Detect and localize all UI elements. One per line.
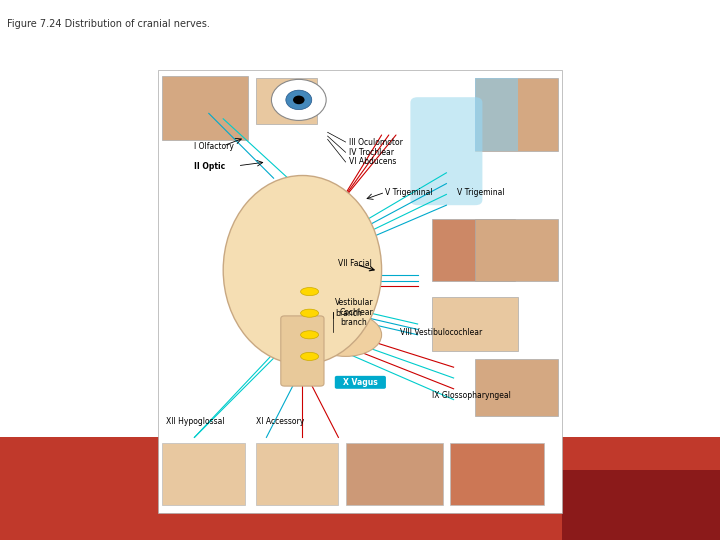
FancyBboxPatch shape <box>281 316 324 386</box>
Text: I Olfactory: I Olfactory <box>194 143 234 151</box>
Text: VIII Vestibulocochlear: VIII Vestibulocochlear <box>400 328 482 336</box>
FancyBboxPatch shape <box>475 78 558 151</box>
Ellipse shape <box>301 309 319 318</box>
Ellipse shape <box>223 176 382 364</box>
FancyBboxPatch shape <box>432 219 515 281</box>
Text: X Vagus: X Vagus <box>343 378 377 387</box>
FancyBboxPatch shape <box>162 443 245 505</box>
Text: IX Glossopharyngeal: IX Glossopharyngeal <box>432 391 511 400</box>
Bar <box>562 470 720 540</box>
Ellipse shape <box>301 352 319 361</box>
FancyBboxPatch shape <box>450 443 544 505</box>
Bar <box>158 70 562 513</box>
Text: Figure 7.24 Distribution of cranial nerves.: Figure 7.24 Distribution of cranial nerv… <box>7 19 210 29</box>
Circle shape <box>286 90 312 110</box>
Circle shape <box>271 79 326 120</box>
Text: XI Accessory: XI Accessory <box>256 417 304 426</box>
FancyBboxPatch shape <box>475 219 558 281</box>
FancyBboxPatch shape <box>162 76 248 140</box>
Text: III Oculomotor: III Oculomotor <box>349 138 403 146</box>
FancyBboxPatch shape <box>432 297 518 351</box>
Ellipse shape <box>301 330 319 339</box>
Text: VII Facial: VII Facial <box>338 259 372 268</box>
Text: Cochlear
branch: Cochlear branch <box>340 308 374 327</box>
FancyBboxPatch shape <box>475 78 518 151</box>
FancyBboxPatch shape <box>256 443 338 505</box>
Text: II Optic: II Optic <box>194 162 225 171</box>
Text: V Trigeminal: V Trigeminal <box>457 188 505 197</box>
Ellipse shape <box>301 287 319 296</box>
Text: Vestibular
branch: Vestibular branch <box>335 298 374 318</box>
Circle shape <box>293 96 305 104</box>
FancyBboxPatch shape <box>346 443 443 505</box>
FancyBboxPatch shape <box>335 376 386 389</box>
FancyBboxPatch shape <box>410 97 482 205</box>
Bar <box>0 437 720 540</box>
Text: V Trigeminal: V Trigeminal <box>385 188 433 197</box>
Text: IV Trochlear: IV Trochlear <box>349 148 395 157</box>
Text: XII Hypoglossal: XII Hypoglossal <box>166 417 224 426</box>
Text: VI Abducens: VI Abducens <box>349 158 397 166</box>
Ellipse shape <box>310 313 382 356</box>
FancyBboxPatch shape <box>475 359 558 416</box>
FancyBboxPatch shape <box>256 78 317 124</box>
